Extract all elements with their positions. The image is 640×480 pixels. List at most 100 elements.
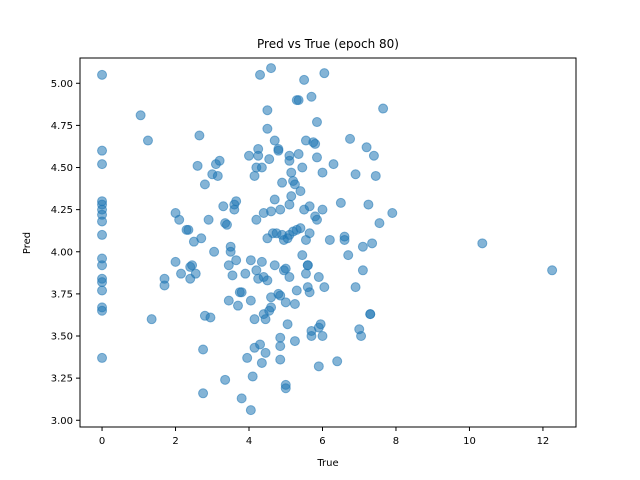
data-point [97,145,108,156]
data-point [249,314,260,325]
data-point [295,223,306,234]
data-point [97,216,108,227]
data-point [547,265,558,276]
data-point [229,204,240,215]
y-tick-label: 4.75 [51,121,73,132]
data-point [97,229,108,240]
data-point [183,224,194,235]
y-tick-label: 4.50 [51,163,73,174]
data-point [289,336,300,347]
data-point [275,341,286,352]
data-point [170,256,181,267]
points-layer [97,63,558,416]
data-point [203,214,214,225]
data-point [266,302,277,313]
chart-title: Pred vs True (epoch 80) [257,37,399,51]
data-point [477,238,488,249]
data-point [97,159,108,170]
data-point [317,331,328,342]
data-point [262,275,273,286]
data-point [190,268,201,279]
data-point [289,179,300,190]
data-point [280,383,291,394]
data-point [370,170,381,181]
data-point [187,260,198,271]
x-tick-label: 4 [246,436,252,447]
data-point [266,63,277,74]
data-point [196,233,207,244]
data-point [289,299,300,309]
data-point [218,201,229,212]
data-point [221,219,232,230]
data-point [293,95,304,106]
data-point [368,150,379,161]
data-point [256,357,267,368]
y-tick-label: 3.25 [51,374,73,385]
data-point [319,68,330,79]
y-tick-label: 3.50 [51,332,73,343]
data-point [255,339,266,350]
x-tick-label: 10 [463,436,476,447]
data-point [315,319,326,330]
data-point [374,218,385,229]
data-point [282,319,293,330]
data-point [266,206,277,217]
data-point [304,201,315,212]
data-point [280,263,291,274]
data-point [313,272,324,283]
data-point [286,167,297,178]
data-point [223,295,234,306]
data-point [260,314,271,325]
y-tick-label: 4.00 [51,247,73,258]
data-point [306,331,317,342]
data-point [367,238,378,249]
data-point [273,145,284,156]
x-tick-label: 12 [537,436,550,447]
data-point [256,162,267,173]
data-point [332,356,343,367]
plot-frame [79,57,577,428]
data-point [198,344,209,355]
data-point [223,260,234,271]
data-point [356,331,367,342]
data-point [310,138,321,149]
x-tick-label: 0 [99,436,105,447]
data-point [284,199,295,210]
data-point [244,150,255,161]
data-point [350,169,361,180]
data-point [262,105,273,116]
y-axis-ticks: 3.00 3.25 3.50 3.75 4.00 4.25 4.50 4.75 5.00 [51,79,80,427]
data-point [302,260,313,271]
y-tick-label: 3.75 [51,289,73,300]
data-point [295,186,306,197]
data-point [192,160,203,171]
data-point [135,110,146,121]
data-point [225,246,236,257]
data-point [313,361,324,372]
data-point [260,347,271,358]
data-point [378,103,389,114]
data-point [245,255,256,266]
data-point [284,155,295,166]
data-point [97,260,108,271]
data-point [387,208,398,219]
data-point [194,130,205,141]
x-axis-ticks: 0 2 4 6 8 10 12 [99,427,549,447]
data-point [297,162,308,173]
data-point [236,393,247,404]
data-point [275,204,286,215]
data-point [97,285,108,296]
data-point [262,123,273,134]
data-point [286,191,297,202]
data-point [214,155,225,166]
data-point [304,228,315,239]
data-point [297,250,308,261]
data-point [97,352,108,363]
data-point [209,246,220,257]
data-point [311,214,322,225]
data-point [357,265,368,276]
x-tick-label: 8 [393,436,399,447]
data-point [317,204,328,215]
data-point [205,312,216,323]
data-point [275,290,286,301]
